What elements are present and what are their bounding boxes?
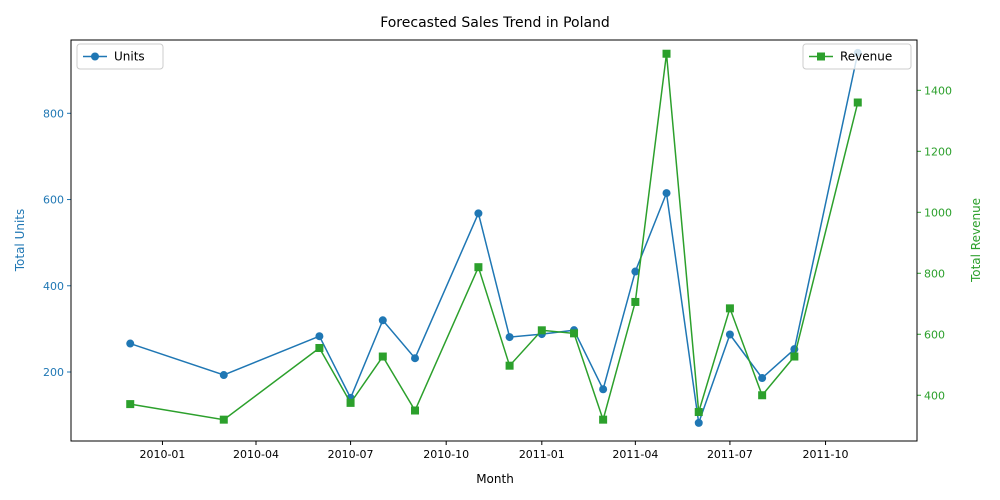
right-y-tick-label: 400 [924,389,945,402]
legend-label: Revenue [840,50,892,64]
x-tick-label: 2011-04 [612,448,658,461]
right-y-tick-label: 1400 [924,84,952,97]
point-revenue [662,49,671,58]
left-y-tick-label: 200 [43,366,64,379]
point-revenue [411,406,420,415]
chart-title: Forecasted Sales Trend in Poland [380,15,610,31]
point-revenue [537,326,546,335]
series-line-revenue [130,53,859,423]
legend-revenue: Revenue [802,43,912,70]
point-units [378,316,387,325]
plot-frame [70,39,918,442]
point-revenue [758,391,767,400]
x-tick-label: 2011-01 [519,448,565,461]
point-units [758,374,767,383]
series-revenue [126,49,862,424]
left-y-tick-label: 600 [43,194,64,207]
point-revenue [570,329,579,338]
x-axis-label: Month [476,472,514,486]
right-y-tick-label: 1200 [924,145,952,158]
series-layer [126,48,862,427]
point-revenue [315,343,324,352]
left-y-axis-label: Total Units [13,209,27,273]
point-units [505,333,514,342]
point-revenue [853,98,862,107]
point-units [662,189,671,198]
x-tick-label: 2010-07 [328,448,374,461]
x-tick-label: 2011-10 [803,448,849,461]
point-revenue [219,415,228,424]
x-tick-label: 2010-01 [139,448,185,461]
legend-box [76,43,164,70]
right-y-axis-label: Total Revenue [969,198,983,283]
point-revenue [790,352,799,361]
legend-marker [817,52,825,61]
x-axis: 2010-01 2010-04 2010-07 2010-10 2011-01 2011-… [139,441,849,461]
point-units [411,354,420,363]
legend-box [802,43,912,70]
right-y-tick-label: 1000 [924,206,952,219]
legend-label: Units [114,50,145,64]
x-tick-label: 2011-07 [707,448,753,461]
point-units [725,330,734,339]
point-revenue [126,400,135,409]
right-y-tick-label: 600 [924,328,945,341]
x-tick-label: 2010-10 [423,448,469,461]
point-units [631,267,640,276]
legend-units: Units [76,43,164,70]
point-units [315,332,324,341]
point-units [599,385,608,394]
left-y-tick-label: 800 [43,107,64,120]
point-units [219,371,228,380]
point-revenue [631,297,640,306]
right-y-axis: 400 600 800 1000 1200 1400 [917,84,952,402]
left-y-axis: 200 400 600 800 [43,107,71,379]
x-tick-label: 2010-04 [233,448,279,461]
point-revenue [474,263,483,272]
point-revenue [599,415,608,424]
point-units [694,418,703,427]
right-y-tick-label: 800 [924,267,945,280]
point-revenue [505,361,514,370]
legend-marker [91,52,99,61]
left-y-tick-label: 400 [43,280,64,293]
point-revenue [725,304,734,313]
point-revenue [378,352,387,361]
point-units [474,209,483,218]
point-units [126,339,135,348]
point-revenue [694,408,703,417]
point-revenue [346,398,355,407]
